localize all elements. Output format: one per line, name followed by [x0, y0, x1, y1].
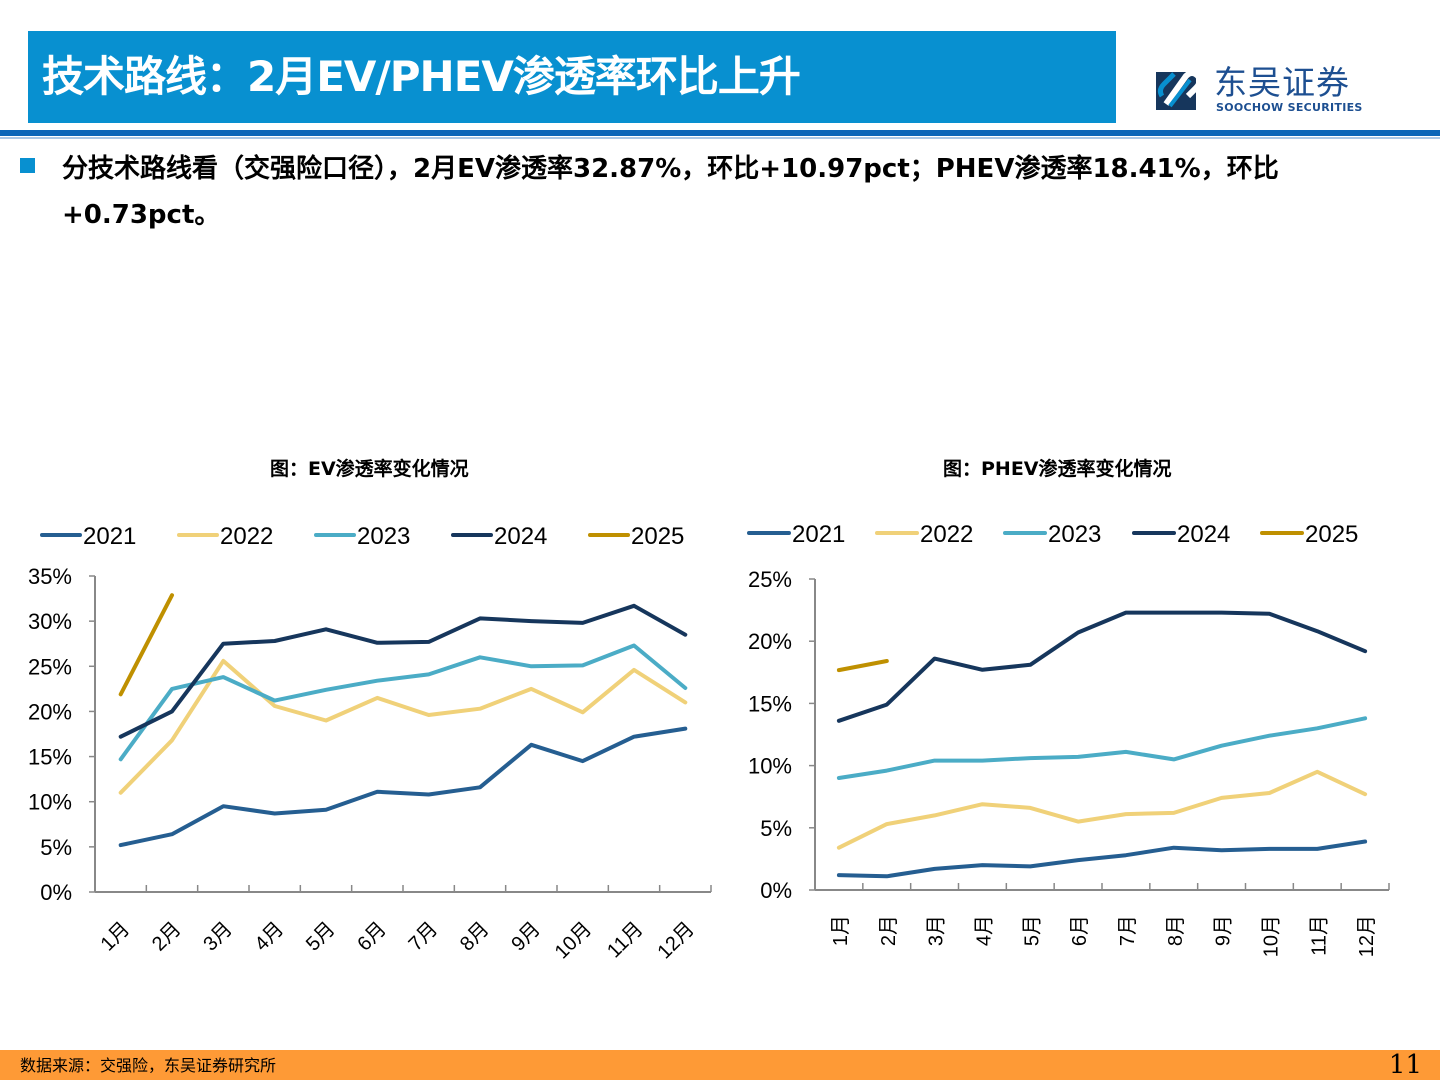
- ev-x-tick-label: 5月: [302, 918, 340, 956]
- ev-x-tick-label: 2月: [148, 918, 186, 956]
- charts-canvas: 0% 5% 10% 15% 20% 25% 30% 35% 1月 2月 3月 4月 5月 6月 7月 8月 9月…: [28, 521, 1390, 963]
- logo-chinese-name: 东吴证券: [1214, 63, 1350, 102]
- ev-legend-label-2023: 2023: [357, 523, 410, 550]
- phev-x-tick-label: 4月: [973, 915, 995, 946]
- title-bar: 技术路线：2月EV/PHEV渗透率环比上升: [28, 31, 1116, 123]
- company-logo: 东吴证券 SOOCHOW SECURITIES: [1156, 64, 1376, 120]
- header-divider-thin: [0, 137, 1440, 139]
- phev-y-tick-label: 20%: [748, 629, 792, 654]
- phev-series-2024-line: [836, 610, 1368, 723]
- phev-y-tick-label: 0%: [760, 878, 792, 903]
- ev-y-tick-label: 30%: [28, 609, 72, 634]
- phev-y-tick-label: 15%: [748, 691, 792, 716]
- phev-y-tick-label: 25%: [748, 567, 792, 592]
- phev-legend-label-2025: 2025: [1305, 521, 1358, 548]
- phev-series-2025-line: [836, 659, 889, 673]
- soochow-logo-icon: [1156, 70, 1203, 110]
- ev-y-tick-label: 5%: [40, 835, 72, 860]
- ev-series-2024-line: [118, 603, 688, 739]
- phev-legend-label-2021: 2021: [792, 521, 845, 548]
- phev-series-2023-line: [836, 716, 1368, 780]
- data-source: 数据来源：交强险，东吴证券研究所: [20, 1056, 277, 1075]
- ev-legend-label-2024: 2024: [494, 523, 547, 550]
- phev-x-tick-label: 1月: [830, 915, 852, 946]
- ev-y-tick-label: 0%: [40, 880, 72, 905]
- ev-x-tick-label: 11月: [603, 918, 647, 962]
- phev-legend-label-2022: 2022: [920, 521, 973, 548]
- ev-y-tick-label: 20%: [28, 699, 72, 724]
- page-title: 技术路线：2月EV/PHEV渗透率环比上升: [42, 52, 801, 101]
- ev-legend-label-2021: 2021: [83, 523, 136, 550]
- ev-series-2022-line: [118, 658, 688, 795]
- page-number: 11: [1388, 1050, 1422, 1080]
- phev-x-tick-label: 3月: [926, 915, 948, 946]
- phev-y-tick-label: 10%: [748, 754, 792, 779]
- phev-chart-title: 图：PHEV渗透率变化情况: [943, 458, 1172, 480]
- header-divider: [0, 130, 1440, 136]
- ev-x-tick-label: 8月: [456, 918, 494, 956]
- phev-x-tick-label: 8月: [1165, 915, 1187, 946]
- ev-y-tick-label: 10%: [28, 790, 72, 815]
- phev-x-tick-label: 5月: [1021, 915, 1043, 946]
- ev-x-tick-label: 6月: [353, 918, 391, 956]
- logo-english-name: SOOCHOW SECURITIES: [1216, 101, 1363, 114]
- ev-x-tick-label: 4月: [251, 918, 289, 956]
- phev-x-tick-label: 6月: [1069, 915, 1091, 946]
- ev-chart-title: 图：EV渗透率变化情况: [270, 458, 469, 480]
- ev-x-tick-label: 7月: [405, 918, 443, 956]
- ev-x-tick-label: 1月: [97, 918, 135, 956]
- ev-x-tick-label: 3月: [199, 918, 237, 956]
- ev-y-tick-label: 35%: [28, 564, 72, 589]
- ev-legend-label-2022: 2022: [220, 523, 273, 550]
- phev-series-2022-line: [836, 769, 1368, 850]
- phev-legend-label-2024: 2024: [1177, 521, 1230, 548]
- phev-x-tick-label: 7月: [1117, 915, 1139, 946]
- ev-y-tick-label: 25%: [28, 654, 72, 679]
- square-bullet-icon: [20, 158, 35, 173]
- ev-y-tick-label: 15%: [28, 745, 72, 770]
- footer-bar: 数据来源：交强险，东吴证券研究所 11: [0, 1050, 1440, 1080]
- ev-series-2023-line: [118, 643, 688, 762]
- ev-x-tick-label: 9月: [507, 918, 545, 956]
- phev-x-tick-label: 11月: [1308, 915, 1330, 956]
- ev-series-2025-line: [118, 593, 174, 697]
- phev-x-tick-label: 2月: [878, 915, 900, 946]
- phev-x-tick-label: 9月: [1213, 915, 1235, 946]
- ev-series-2021-line: [118, 726, 688, 848]
- summary-text: 分技术路线看（交强险口径），2月EV渗透率32.87%，环比+10.97pct；…: [62, 154, 1279, 230]
- phev-y-tick-label: 5%: [760, 816, 792, 841]
- ev-x-tick-label: 12月: [653, 918, 698, 963]
- ev-legend-label-2025: 2025: [631, 523, 684, 550]
- phev-series-2021-line: [836, 839, 1368, 879]
- phev-legend-label-2023: 2023: [1048, 521, 1101, 548]
- ev-x-tick-label: 10月: [551, 918, 596, 963]
- phev-x-tick-label: 12月: [1356, 915, 1378, 957]
- phev-x-tick-label: 10月: [1260, 915, 1282, 957]
